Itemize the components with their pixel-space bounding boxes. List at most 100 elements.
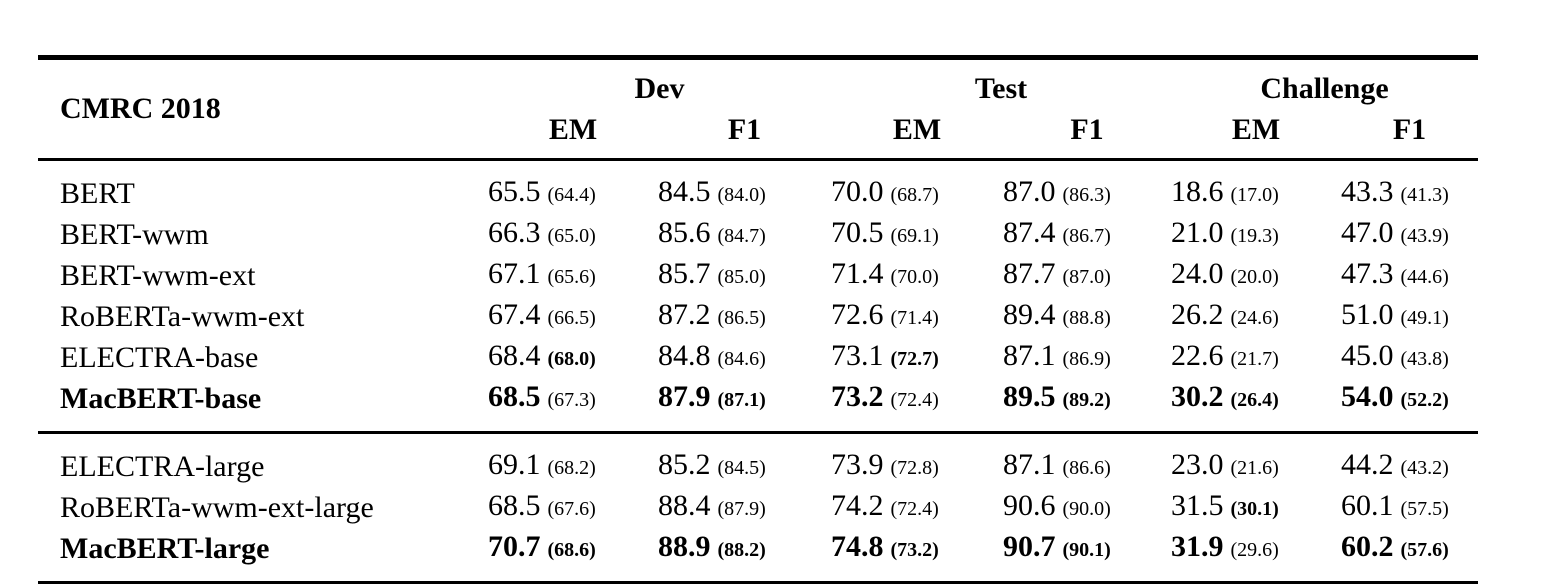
score-paren: (72.4) [890, 389, 939, 411]
score-paren: (84.0) [717, 184, 766, 206]
score-cell: 70.0 (68.7) [831, 160, 1003, 215]
score-paren: (88.2) [717, 539, 766, 561]
score-paren: (86.3) [1062, 184, 1111, 206]
score-main: 51.0 [1341, 298, 1394, 331]
score-cell: 87.7 (87.0) [1003, 255, 1171, 296]
score-main: 31.9 [1171, 530, 1224, 563]
model-name: RoBERTa-wwm-ext-large [60, 491, 374, 524]
score-cell: 71.4 (70.0) [831, 255, 1003, 296]
table-row: BERT-wwm-ext 67.1 (65.6) 85.7 (85.0) 71.4 (… [38, 255, 1478, 296]
table-row: BERT-wwm 66.3 (65.0) 85.6 (84.7) 70.5 (69.1… [38, 214, 1478, 255]
score-paren: (90.0) [1062, 498, 1111, 520]
score-main: 70.7 [488, 530, 541, 563]
score-main: 73.2 [831, 380, 884, 413]
score-main: 85.6 [658, 216, 711, 249]
score-cell: 21.0 (19.3) [1171, 214, 1341, 255]
score-paren: (65.6) [547, 266, 596, 288]
score-main: 60.1 [1341, 489, 1394, 522]
score-cell: 88.4 (87.9) [658, 487, 831, 528]
score-paren: (86.6) [1062, 457, 1111, 479]
score-main: 89.4 [1003, 298, 1056, 331]
score-cell: 67.4 (66.5) [488, 296, 658, 337]
model-name: BERT-wwm [60, 218, 209, 251]
score-cell: 85.7 (85.0) [658, 255, 831, 296]
score-paren: (86.5) [717, 307, 766, 329]
score-cell: 67.1 (65.6) [488, 255, 658, 296]
score-cell: 87.4 (86.7) [1003, 214, 1171, 255]
score-main: 87.2 [658, 298, 711, 331]
score-cell: 85.2 (84.5) [658, 433, 831, 488]
score-cell: 65.5 (64.4) [488, 160, 658, 215]
score-main: 47.0 [1341, 216, 1394, 249]
subcol-test-f1: F1 [1070, 113, 1104, 146]
score-paren: (84.6) [717, 348, 766, 370]
score-paren: (68.6) [547, 539, 596, 561]
score-cell: 47.3 (44.6) [1341, 255, 1478, 296]
table-row: BERT 65.5 (64.4) 84.5 (84.0) 70.0 (68.7) 87… [38, 160, 1478, 215]
score-cell: 60.2 (57.6) [1341, 528, 1478, 584]
score-main: 21.0 [1171, 216, 1224, 249]
score-main: 26.2 [1171, 298, 1224, 331]
score-main: 73.1 [831, 339, 884, 372]
model-name: BERT [60, 177, 135, 210]
score-paren: (17.0) [1230, 184, 1279, 206]
score-cell: 74.2 (72.4) [831, 487, 1003, 528]
score-main: 84.8 [658, 339, 711, 372]
score-cell: 88.9 (88.2) [658, 528, 831, 584]
score-cell: 22.6 (21.7) [1171, 337, 1341, 378]
score-paren: (20.0) [1230, 266, 1279, 288]
score-paren: (19.3) [1230, 225, 1279, 247]
header-subcol-row: EM F1 EM F1 EM F1 [38, 108, 1478, 160]
score-cell: 51.0 (49.1) [1341, 296, 1478, 337]
model-name: BERT-wwm-ext [60, 259, 256, 292]
table-row: MacBERT-large 70.7 (68.6) 88.9 (88.2) 74.8… [38, 528, 1478, 584]
score-paren: (70.0) [890, 266, 939, 288]
score-main: 23.0 [1171, 448, 1224, 481]
score-main: 71.4 [831, 257, 884, 290]
results-table: CMRC 2018 Dev Test Challenge EM F1 EM F1… [38, 55, 1479, 584]
score-cell: 60.1 (57.5) [1341, 487, 1478, 528]
score-paren: (26.4) [1230, 389, 1279, 411]
score-main: 88.9 [658, 530, 711, 563]
score-cell: 70.7 (68.6) [488, 528, 658, 584]
score-paren: (67.3) [547, 389, 596, 411]
score-cell: 89.5 (89.2) [1003, 378, 1171, 433]
score-cell: 31.5 (30.1) [1171, 487, 1341, 528]
score-paren: (87.1) [717, 389, 766, 411]
score-paren: (73.2) [890, 539, 939, 561]
table-row: ELECTRA-base 68.4 (68.0) 84.8 (84.6) 73.1 (… [38, 337, 1478, 378]
score-paren: (21.6) [1230, 457, 1279, 479]
score-cell: 72.6 (71.4) [831, 296, 1003, 337]
score-paren: (29.6) [1230, 539, 1279, 561]
score-cell: 85.6 (84.7) [658, 214, 831, 255]
score-paren: (88.8) [1062, 307, 1111, 329]
score-cell: 74.8 (73.2) [831, 528, 1003, 584]
score-paren: (43.9) [1400, 225, 1449, 247]
score-cell: 26.2 (24.6) [1171, 296, 1341, 337]
score-cell: 23.0 (21.6) [1171, 433, 1341, 488]
score-main: 73.9 [831, 448, 884, 481]
score-paren: (52.2) [1400, 389, 1449, 411]
model-name: RoBERTa-wwm-ext [60, 300, 305, 333]
score-main: 87.9 [658, 380, 711, 413]
score-paren: (65.0) [547, 225, 596, 247]
score-main: 67.1 [488, 257, 541, 290]
score-paren: (85.0) [717, 266, 766, 288]
score-cell: 87.0 (86.3) [1003, 160, 1171, 215]
score-paren: (84.5) [717, 457, 766, 479]
score-paren: (72.7) [890, 348, 939, 370]
score-cell: 73.1 (72.7) [831, 337, 1003, 378]
score-cell: 73.9 (72.8) [831, 433, 1003, 488]
score-main: 87.1 [1003, 339, 1056, 372]
subcol-dev-f1: F1 [727, 113, 762, 146]
score-main: 43.3 [1341, 175, 1394, 208]
subcol-challenge-em: EM [1231, 113, 1281, 146]
score-main: 87.7 [1003, 257, 1056, 290]
model-name: MacBERT-large [60, 532, 270, 565]
score-cell: 70.5 (69.1) [831, 214, 1003, 255]
table-row: RoBERTa-wwm-ext-large 68.5 (67.6) 88.4 (87… [38, 487, 1478, 528]
col-group-dev: Dev [634, 72, 685, 105]
model-name: MacBERT-base [60, 382, 262, 415]
score-paren: (57.6) [1400, 539, 1449, 561]
subcol-challenge-f1: F1 [1392, 113, 1427, 146]
